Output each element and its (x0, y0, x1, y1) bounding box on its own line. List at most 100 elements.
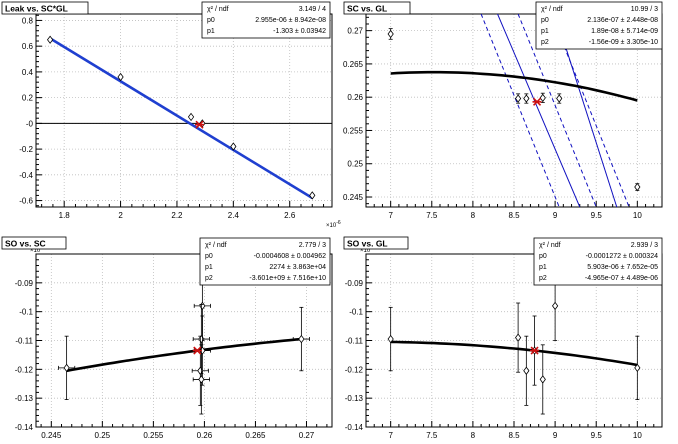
x-tick-label: 2.2 (171, 211, 183, 220)
y-tick-label: -0.2 (19, 145, 33, 154)
panel-title: SO vs. GL (347, 239, 388, 249)
x-tick-label: 0.26 (197, 431, 213, 439)
y-tick-label: -0.09 (345, 279, 364, 288)
x-tick-label: 7 (388, 211, 393, 220)
fit-marker (532, 97, 542, 106)
data-point (63, 363, 70, 373)
stats-label: p2 (205, 275, 213, 282)
y-tick-label: 0.265 (343, 60, 364, 69)
y-tick-label: 0.25 (347, 160, 363, 169)
y-tick-label: -0.12 (345, 365, 364, 374)
stats-label: p2 (539, 275, 547, 282)
data-point (539, 93, 546, 103)
data-point (387, 334, 394, 344)
x-tick-label: 8.5 (508, 211, 520, 220)
y-tick-label: -0.11 (15, 337, 33, 346)
stats-value: -1.56e-09 ± 3.305e-10 (589, 39, 658, 46)
data-point (552, 301, 559, 311)
fit-curve (390, 340, 638, 367)
stats-box (199, 237, 331, 286)
band-line (497, 14, 581, 207)
plot-area (58, 270, 310, 415)
stats-label: χ² / ndf (541, 6, 563, 13)
y-tick-label: 0.245 (343, 193, 364, 202)
y-tick-label: 0.255 (343, 126, 364, 135)
x-tick-label: 7 (388, 431, 393, 439)
stats-box (201, 1, 331, 39)
stats-label: p0 (205, 253, 213, 260)
x-tick-label: 0.25 (95, 431, 111, 439)
y-tick-label: 0.8 (22, 16, 34, 25)
stats-box (533, 237, 663, 286)
data-point (515, 94, 522, 103)
x-tick-label: 0.245 (41, 431, 62, 439)
plot-area (36, 35, 332, 200)
stats-label: χ² / ndf (205, 242, 227, 249)
x-exponent-label: ×10-6 (326, 220, 341, 229)
y-tick-label: -0.14 (345, 423, 364, 432)
data-point (556, 94, 563, 103)
stats-label: p1 (205, 264, 213, 271)
y-tick-label: 0.2 (22, 94, 34, 103)
fit-marker (195, 120, 205, 129)
stats-label: χ² / ndf (207, 6, 229, 13)
y-tick-label: 0.4 (22, 68, 34, 77)
x-tick-label: 2.4 (228, 211, 240, 220)
y-tick-label: -0.13 (15, 394, 34, 403)
stats-value: 2274 ± 3.863e+04 (269, 264, 326, 271)
data-point (523, 94, 530, 103)
panel-title: SC vs. GL (347, 4, 387, 14)
plot-area (387, 14, 641, 207)
data-point (198, 375, 205, 384)
data-point (387, 29, 394, 39)
stats-value: 2.955e-06 ± 8.942e-08 (255, 17, 326, 24)
x-tick-label: 1.8 (59, 211, 71, 220)
x-tick-label: 8.5 (508, 431, 520, 439)
panel-title-box (1, 1, 89, 15)
data-point (230, 142, 237, 151)
stats-label: p1 (539, 264, 547, 271)
stats-value: 2.939 / 3 (631, 242, 658, 249)
y-tick-label: -0.12 (15, 365, 34, 374)
data-point (634, 363, 641, 373)
fit-marker (192, 346, 202, 355)
x-tick-label: 2 (118, 211, 123, 220)
panel-title-box (1, 236, 67, 250)
y-tick-label: -0.14 (15, 423, 34, 432)
panel-2: 7 7.5 8 8.5 9 9.5 10 0.245 0.25 0.255 0.26 0.265 0.2… (343, 1, 663, 220)
stats-label: p1 (207, 28, 215, 35)
data-point (46, 35, 54, 44)
y-tick-label: -0.1 (19, 308, 33, 317)
y-tick-label: -0.13 (345, 394, 364, 403)
stats-label: p2 (541, 39, 549, 46)
x-tick-label: 9 (553, 211, 558, 220)
y-tick-label: 0.26 (347, 93, 363, 102)
stats-value: -0.0004608 ± 0.004962 (254, 253, 326, 260)
stats-value: -1.303 ± 0.03942 (273, 28, 326, 35)
x-tick-label: 0.255 (143, 431, 164, 439)
stats-value: -4.965e-07 ± 4.489e-06 (585, 275, 658, 282)
stats-value: -3.601e+09 ± 7.516e+10 (249, 275, 326, 282)
panel-title-box (343, 236, 409, 250)
y-tick-label: -0.09 (15, 279, 34, 288)
data-point (309, 191, 316, 200)
stats-label: χ² / ndf (539, 242, 561, 249)
x-tick-label: 0.27 (299, 431, 315, 439)
y-tick-label: 0.27 (347, 27, 363, 36)
fit-curve (49, 37, 313, 200)
y-tick-label: -0.4 (19, 171, 33, 180)
x-tick-label: 2.6 (284, 211, 296, 220)
x-tick-label: 9 (553, 431, 558, 439)
panel-title-box (343, 1, 411, 15)
stats-label: p1 (541, 28, 549, 35)
stats-value: 5.903e-06 ± 7.652e-05 (587, 264, 658, 271)
data-point (539, 375, 546, 384)
y-tick-label: -0.6 (19, 197, 33, 206)
stats-label: p0 (539, 253, 547, 260)
fit-curve (66, 337, 302, 373)
panel-title: SO vs. SC (5, 239, 46, 249)
data-point (187, 112, 195, 122)
x-tick-label: 0.265 (245, 431, 266, 439)
stats-value: 1.89e-08 ± 5.714e-09 (591, 28, 658, 35)
panel-4: 7 7.5 8 8.5 9 9.5 10 -0.14 -0.13 -0.12 -0.11 -0.1 -0… (343, 236, 663, 440)
